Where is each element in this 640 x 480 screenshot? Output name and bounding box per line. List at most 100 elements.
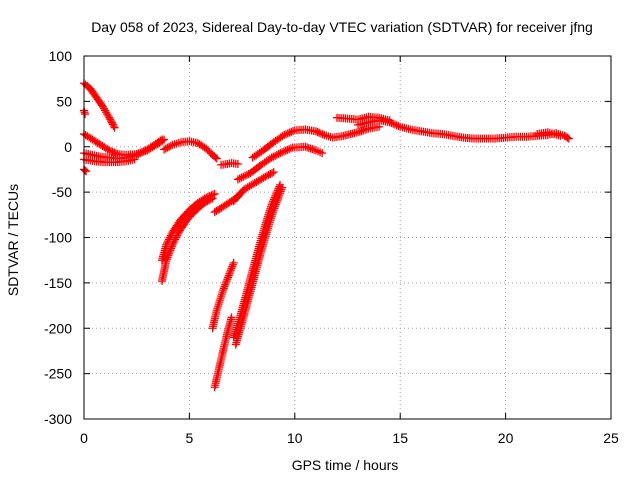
data-point [105, 113, 114, 122]
data-point [277, 185, 286, 194]
data-point [110, 148, 119, 157]
data-point [163, 238, 172, 247]
data-point [280, 130, 289, 139]
data-point [227, 264, 236, 273]
series-arc-h [157, 194, 217, 286]
data-point [107, 117, 116, 126]
data-point [269, 206, 278, 215]
data-point [156, 136, 165, 145]
data-point [233, 159, 242, 168]
data-point [385, 118, 394, 127]
data-point [202, 193, 211, 202]
data-point [104, 111, 113, 120]
data-point [163, 143, 172, 152]
data-point [225, 269, 234, 278]
data-point [276, 187, 285, 196]
x-tick-label: 0 [80, 430, 88, 446]
data-point [242, 170, 251, 179]
data-point [279, 147, 288, 156]
series-arc-o [229, 168, 278, 206]
x-tick-label: 20 [498, 430, 514, 446]
x-tick-label: 25 [603, 430, 619, 446]
y-tick-label: -300 [44, 411, 72, 427]
data-point [274, 193, 283, 202]
data-point [266, 169, 275, 178]
series-arc-m [231, 183, 287, 349]
data-point [224, 271, 233, 280]
data-point [264, 170, 273, 179]
y-tick-label: -200 [44, 320, 72, 336]
series-arc-t [354, 116, 573, 143]
data-point [271, 151, 280, 160]
data-point [286, 144, 295, 153]
data-point [315, 128, 324, 137]
data-point [278, 183, 287, 192]
y-tick-label: 100 [49, 48, 73, 64]
data-point [220, 282, 229, 291]
series-arc-d [80, 155, 139, 167]
axis-ticks: 0 5 10 15 20 25 100 50 0 -50 -100 -150 -200 -250 -300 [44, 48, 619, 446]
data-point [563, 133, 572, 142]
data-point [160, 145, 169, 154]
data-point [228, 262, 237, 271]
data-point [110, 123, 119, 132]
data-point [105, 146, 114, 155]
data-point [164, 251, 173, 260]
data-point [318, 130, 327, 139]
data-point [237, 173, 246, 182]
data-point [282, 130, 291, 139]
data-point [166, 231, 175, 240]
chart-title: Day 058 of 2023, Sidereal Day-to-day VTE… [91, 19, 593, 35]
data-point [289, 127, 298, 136]
data-point [318, 149, 327, 158]
data-point [163, 253, 172, 262]
x-tick-label: 15 [392, 430, 408, 446]
data-point [262, 171, 271, 180]
data-point [103, 145, 112, 154]
data-point [276, 149, 285, 158]
data-point [165, 142, 174, 151]
data-point [228, 260, 237, 269]
data-point [200, 194, 209, 203]
data-point [205, 192, 214, 201]
grid-lines [84, 56, 611, 419]
y-tick-label: -250 [44, 366, 72, 382]
data-point [269, 168, 278, 177]
data-point [167, 229, 176, 238]
y-tick-label: 50 [56, 93, 72, 109]
data-point [108, 120, 117, 129]
data-point [387, 119, 396, 128]
data-point [285, 145, 294, 154]
data-point [556, 131, 565, 140]
series-arc-a [80, 79, 119, 132]
data-point [162, 240, 171, 249]
data-point [389, 119, 398, 128]
x-axis-label: GPS time / hours [292, 457, 399, 473]
data-point [241, 171, 250, 180]
data-point [224, 273, 233, 282]
data-point [164, 237, 173, 246]
data-point [81, 110, 90, 119]
y-axis-label: SDTVAR / TECUs [5, 184, 21, 296]
data-point [287, 127, 296, 136]
data-point [272, 198, 281, 207]
data-point [108, 147, 117, 156]
data-point [313, 128, 322, 137]
data-point [273, 194, 282, 203]
data-point [164, 235, 173, 244]
data-point [316, 129, 325, 138]
series-arc-u [533, 128, 565, 140]
series-arc-p [217, 159, 242, 169]
data-point [141, 146, 150, 155]
series-arc-c [80, 135, 166, 163]
data-point [271, 200, 280, 209]
series-arc-g [160, 137, 221, 163]
y-tick-label: -50 [52, 184, 72, 200]
data-point [219, 284, 228, 293]
data-point [269, 152, 278, 161]
data-point [394, 122, 403, 131]
series-arc-q [233, 142, 327, 184]
data-point [276, 189, 285, 198]
